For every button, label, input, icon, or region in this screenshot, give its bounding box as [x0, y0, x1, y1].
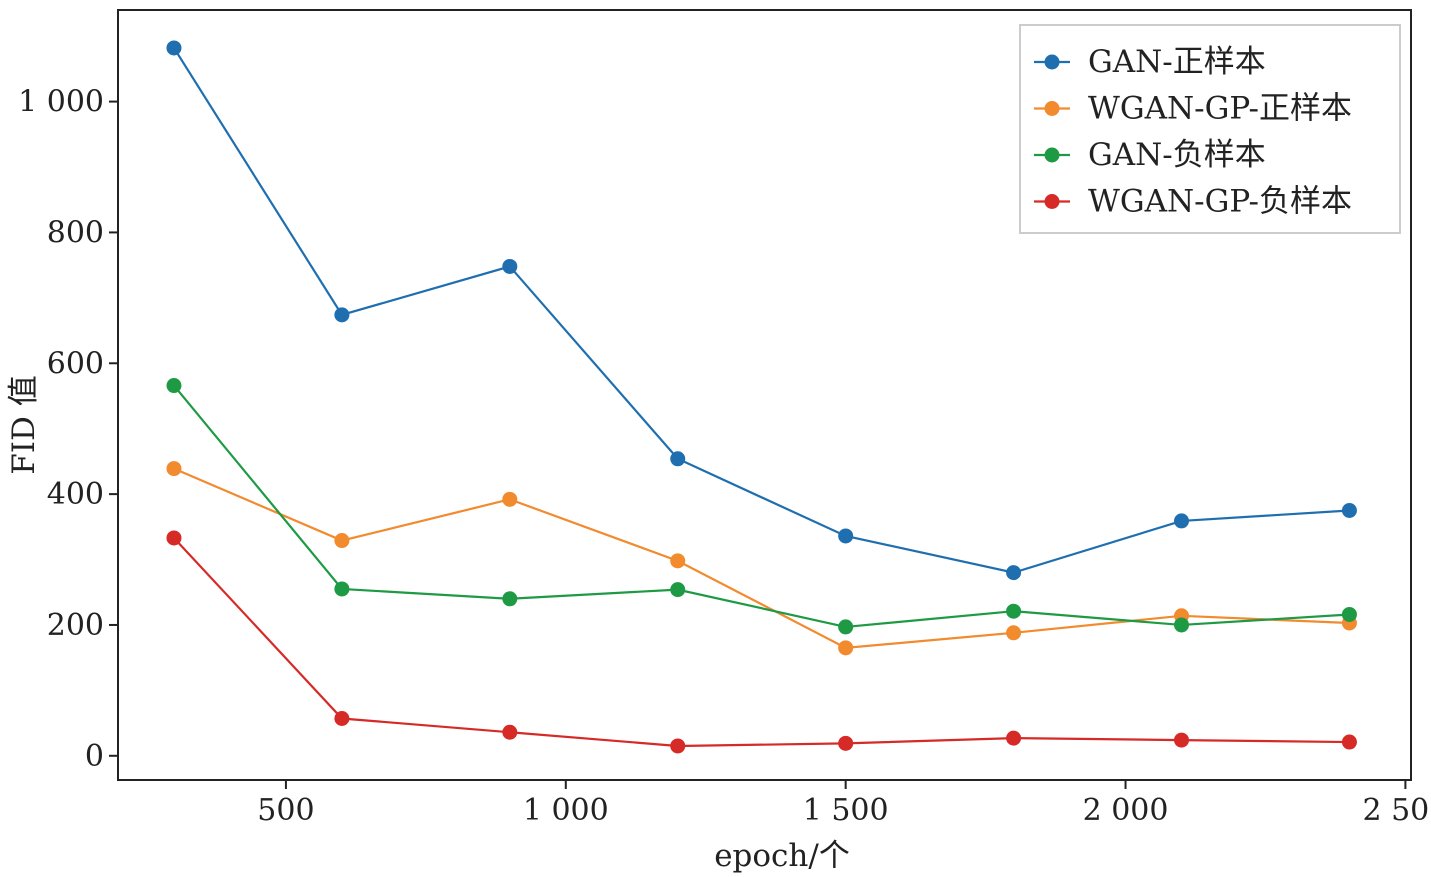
legend-item-1: WGAN-GP-正样本 [1034, 91, 1352, 127]
data-point [1341, 606, 1357, 622]
x-axis-label: epoch/个 [714, 838, 850, 874]
data-point [502, 724, 518, 740]
legend-marker [1044, 194, 1060, 209]
y-tick-label: 200 [47, 608, 104, 643]
data-point [502, 491, 518, 507]
y-tick-label: 0 [85, 739, 104, 774]
data-point [502, 591, 518, 607]
data-point [670, 582, 686, 598]
series-1 [166, 461, 1357, 656]
data-point [334, 533, 350, 549]
data-point [166, 40, 182, 56]
data-point [502, 258, 518, 274]
series-line [173, 467, 1350, 649]
series-line [173, 47, 1350, 574]
series-line [173, 384, 1350, 629]
y-tick-label: 600 [47, 346, 104, 381]
series-2 [166, 378, 1357, 635]
data-point [334, 711, 350, 727]
data-point [1006, 625, 1022, 641]
series-3 [166, 530, 1357, 754]
data-point [670, 738, 686, 754]
data-point [838, 619, 854, 635]
legend-marker [1044, 101, 1060, 116]
y-axis-label: FID 值 [6, 375, 42, 474]
legend-item-0: GAN-正样本 [1034, 44, 1266, 80]
x-tick-label: 2 500 [1362, 793, 1431, 828]
data-point [1006, 603, 1022, 619]
data-point [334, 307, 350, 323]
series-line [173, 537, 1350, 748]
data-point [1174, 732, 1190, 748]
data-point [1006, 730, 1022, 746]
data-point [1174, 617, 1190, 633]
data-point [166, 378, 182, 394]
data-point [1341, 502, 1357, 518]
y-tick-label: 400 [47, 477, 104, 512]
data-point [670, 451, 686, 467]
legend-label: GAN-负样本 [1088, 137, 1266, 173]
data-point [838, 640, 854, 656]
x-tick-label: 1 500 [803, 793, 889, 828]
data-point [670, 553, 686, 569]
data-point [1341, 734, 1357, 750]
legend-label: GAN-正样本 [1088, 44, 1266, 80]
legend-marker [1044, 54, 1060, 70]
series-layer [166, 40, 1357, 754]
y-tick-label: 800 [47, 215, 104, 250]
y-tick-label: 1 000 [18, 85, 104, 120]
legend: GAN-正样本 WGAN-GP-正样本 GAN-负样本 WGAN-GP-负样本 [1019, 24, 1401, 234]
data-point [1006, 565, 1022, 581]
data-point [1174, 513, 1190, 529]
plot-frame [117, 9, 1412, 781]
x-tick-label: 500 [257, 793, 314, 828]
legend-item-2: GAN-负样本 [1034, 137, 1266, 173]
y-axis-ticks: 0 200 400 600 800 1 000 [18, 85, 118, 774]
x-tick-label: 1 000 [523, 793, 609, 828]
x-tick-label: 2 000 [1083, 793, 1169, 828]
series-0 [166, 40, 1357, 581]
legend-item-3: WGAN-GP-负样本 [1034, 184, 1352, 220]
legend-items: GAN-正样本 WGAN-GP-正样本 GAN-负样本 WGAN-GP-负样本 [1034, 44, 1352, 220]
data-point [166, 461, 182, 477]
legend-label: WGAN-GP-负样本 [1088, 184, 1352, 220]
data-point [838, 735, 854, 751]
legend-label: WGAN-GP-正样本 [1088, 91, 1352, 127]
data-point [838, 528, 854, 544]
data-point [166, 530, 182, 546]
legend-marker [1044, 147, 1060, 163]
data-point [334, 581, 350, 597]
x-axis-ticks: 500 1 000 1 500 2 000 2 500 [257, 780, 1431, 828]
legend-box [1019, 24, 1401, 234]
